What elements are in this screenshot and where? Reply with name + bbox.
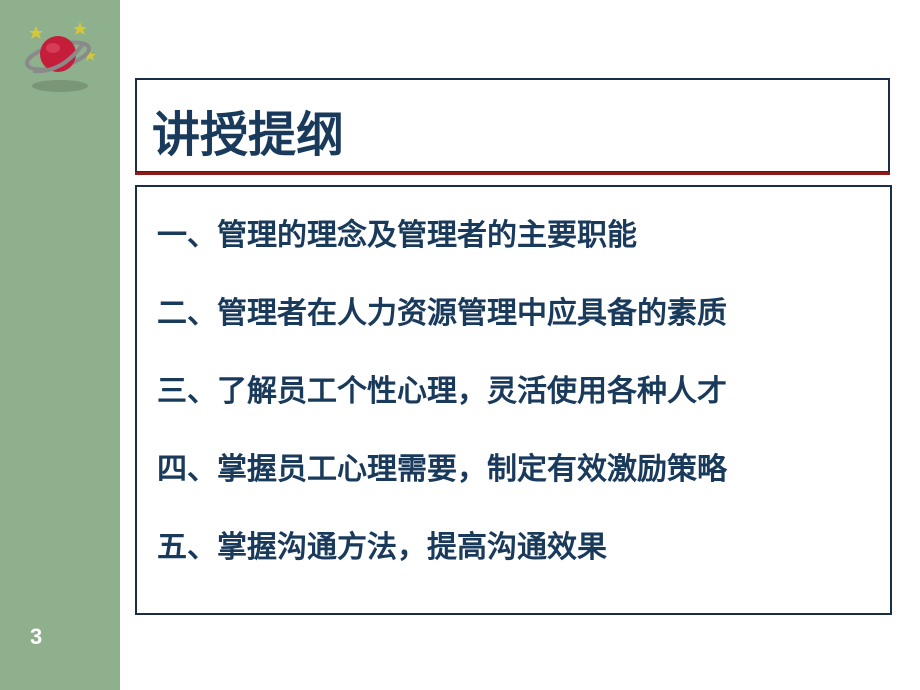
title-underline [135,172,890,175]
content-box: 一、管理的理念及管理者的主要职能 二、管理者在人力资源管理中应具备的素质 三、了… [135,185,892,615]
outline-item: 五、掌握沟通方法，提高沟通效果 [157,527,870,569]
page-number: 3 [30,624,42,650]
outline-item: 三、了解员工个性心理，灵活使用各种人才 [157,371,870,413]
planet-decoration-icon [18,18,108,98]
outline-item: 二、管理者在人力资源管理中应具备的素质 [157,293,870,335]
sidebar: 3 [0,0,120,690]
outline-item: 四、掌握员工心理需要，制定有效激励策略 [157,449,870,491]
outline-item: 一、管理的理念及管理者的主要职能 [157,215,870,257]
slide-title: 讲授提纲 [152,95,344,165]
